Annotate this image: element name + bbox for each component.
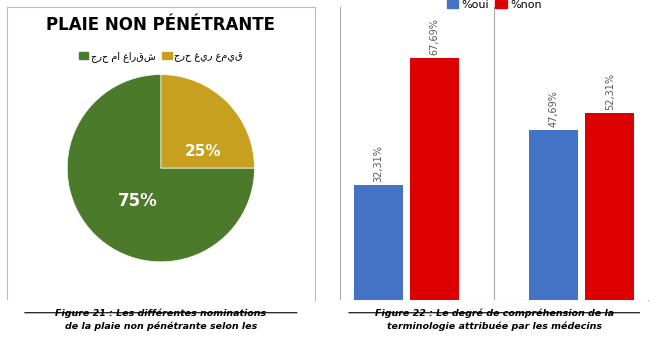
Bar (529, 130, 578, 300)
Bar (354, 185, 403, 300)
Text: 52,31%: 52,31% (605, 73, 615, 110)
Bar (410, 58, 459, 300)
Text: 47,69%: 47,69% (549, 90, 559, 127)
Text: Figure 21 : Les différentes nominations
de la plaie non pénétrante selon les: Figure 21 : Les différentes nominations … (55, 309, 267, 331)
Text: 67,69%: 67,69% (430, 18, 440, 55)
Legend: %oui, %non: %oui, %non (442, 0, 546, 14)
Legend: جرح ما غارقش, جرح غير عميق: جرح ما غارقش, جرح غير عميق (75, 47, 247, 66)
Text: Figure 22 : Le degré de compréhension de la
terminologie attribuée par les médec: Figure 22 : Le degré de compréhension de… (375, 309, 614, 331)
Text: PLAIE NON PÉNÉTRANTE: PLAIE NON PÉNÉTRANTE (47, 16, 275, 34)
Bar (586, 113, 635, 300)
Text: 32,31%: 32,31% (373, 145, 383, 182)
